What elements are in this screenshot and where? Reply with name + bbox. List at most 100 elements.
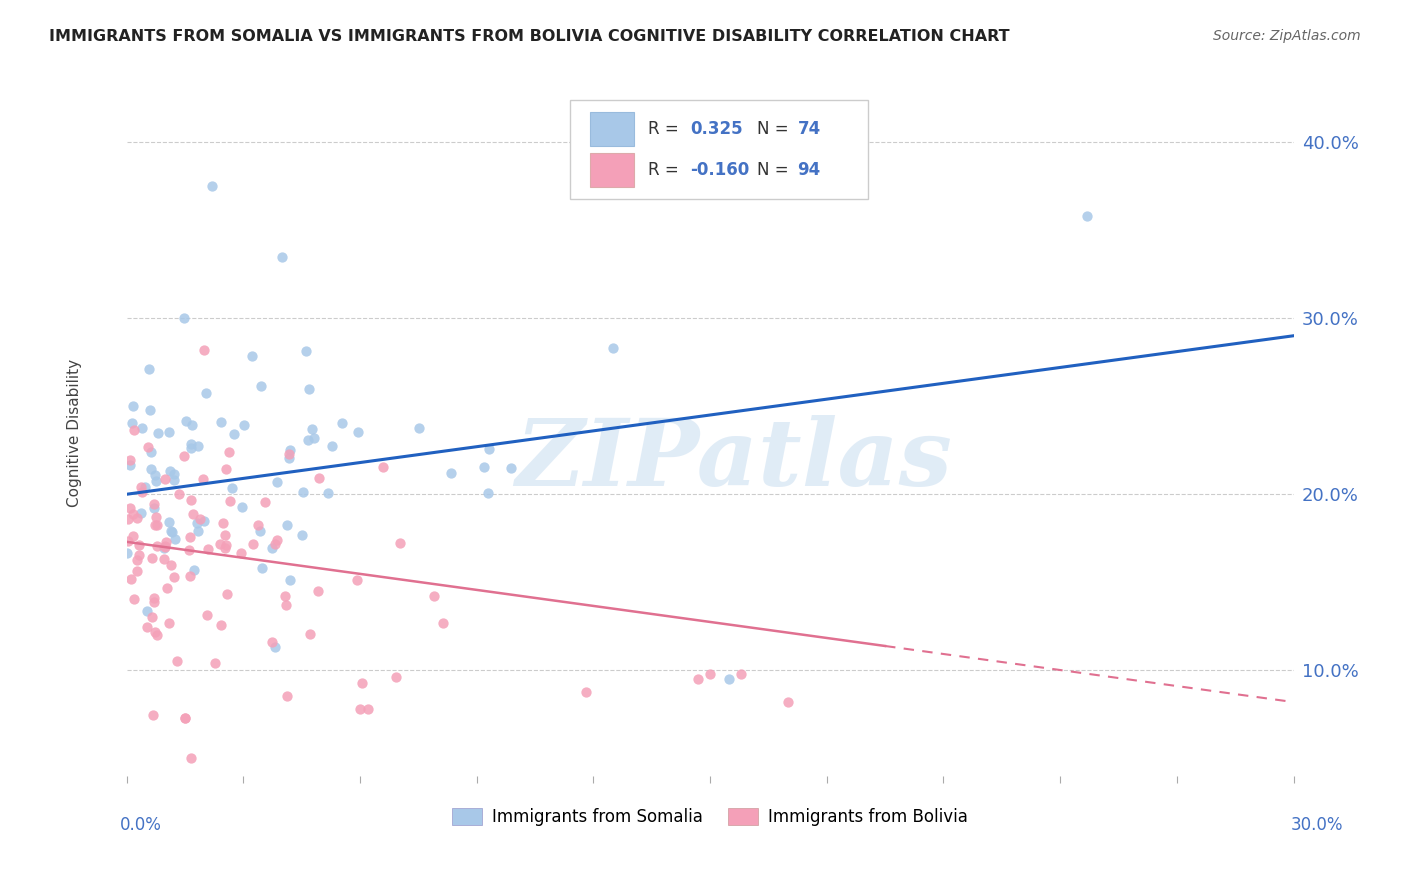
Point <box>183 563 205 577</box>
Point <box>117 546 139 560</box>
Point <box>155 541 177 555</box>
Text: R =: R = <box>648 120 685 138</box>
Point <box>274 589 297 603</box>
Point <box>117 512 139 526</box>
Point <box>181 418 204 433</box>
Point <box>157 515 180 529</box>
Point <box>180 493 202 508</box>
Point <box>276 517 298 532</box>
Text: N =: N = <box>756 120 793 138</box>
Point <box>136 604 159 618</box>
Point <box>352 675 374 690</box>
Point <box>179 542 201 557</box>
Point <box>122 507 145 521</box>
Point <box>174 413 197 427</box>
Point <box>278 442 301 457</box>
Point <box>128 538 150 552</box>
Point <box>155 534 177 549</box>
Point <box>215 538 238 552</box>
Point <box>478 442 501 456</box>
Point <box>145 539 167 553</box>
Point <box>277 451 299 466</box>
Point <box>347 425 370 440</box>
Point <box>146 426 169 441</box>
Point <box>129 506 152 520</box>
Point <box>125 564 148 578</box>
Point <box>163 570 186 584</box>
Point <box>152 541 174 556</box>
Point <box>231 546 253 560</box>
Point <box>219 494 242 508</box>
Text: Cognitive Disability: Cognitive Disability <box>66 359 82 507</box>
Point <box>193 343 215 357</box>
Point <box>160 558 183 572</box>
Point <box>209 416 232 430</box>
Text: -0.160: -0.160 <box>690 161 749 178</box>
Point <box>131 421 153 435</box>
Point <box>295 343 318 358</box>
Point <box>240 349 263 363</box>
Point <box>143 468 166 483</box>
Point <box>121 399 143 413</box>
Point <box>277 446 299 460</box>
Point <box>271 250 294 264</box>
Text: 0.325: 0.325 <box>690 120 742 138</box>
Point <box>125 552 148 566</box>
Point <box>194 386 217 401</box>
Point <box>181 507 204 521</box>
Point <box>155 539 177 553</box>
Text: R =: R = <box>648 161 685 178</box>
Point <box>139 462 162 476</box>
Point <box>156 581 179 595</box>
Point <box>357 702 380 716</box>
Point <box>214 541 236 555</box>
Point <box>163 532 186 546</box>
Point <box>159 463 181 477</box>
Point <box>157 425 180 439</box>
Point <box>301 422 323 436</box>
Point <box>408 421 430 435</box>
Point <box>145 474 167 488</box>
Point <box>143 595 166 609</box>
Point <box>699 666 721 681</box>
Point <box>209 618 232 632</box>
Point <box>153 552 176 566</box>
Legend: Immigrants from Somalia, Immigrants from Bolivia: Immigrants from Somalia, Immigrants from… <box>446 801 974 833</box>
Point <box>262 635 284 649</box>
Point <box>307 584 329 599</box>
Point <box>166 654 188 668</box>
Text: ZIPatlas: ZIPatlas <box>515 415 952 505</box>
Point <box>167 486 190 500</box>
Point <box>136 440 159 454</box>
Point <box>304 431 326 445</box>
Point <box>142 707 165 722</box>
Point <box>120 458 142 472</box>
Point <box>254 494 277 508</box>
Point <box>121 416 143 430</box>
Point <box>193 515 215 529</box>
Point <box>371 459 394 474</box>
Point <box>160 525 183 540</box>
Point <box>134 480 156 494</box>
Point <box>221 482 243 496</box>
Point <box>214 527 236 541</box>
Point <box>212 516 235 530</box>
Point <box>247 518 270 533</box>
Point <box>574 684 596 698</box>
Point <box>688 672 710 686</box>
Point <box>125 510 148 524</box>
Point <box>143 591 166 606</box>
Point <box>276 689 298 703</box>
Point <box>143 624 166 639</box>
Point <box>173 310 195 325</box>
Point <box>187 439 209 453</box>
Point <box>131 485 153 500</box>
Point <box>204 657 226 671</box>
Point <box>201 179 224 194</box>
Point <box>231 500 253 515</box>
Point <box>191 472 214 486</box>
Point <box>249 524 271 538</box>
Point <box>215 462 238 476</box>
Point <box>163 473 186 487</box>
Point <box>145 628 167 642</box>
